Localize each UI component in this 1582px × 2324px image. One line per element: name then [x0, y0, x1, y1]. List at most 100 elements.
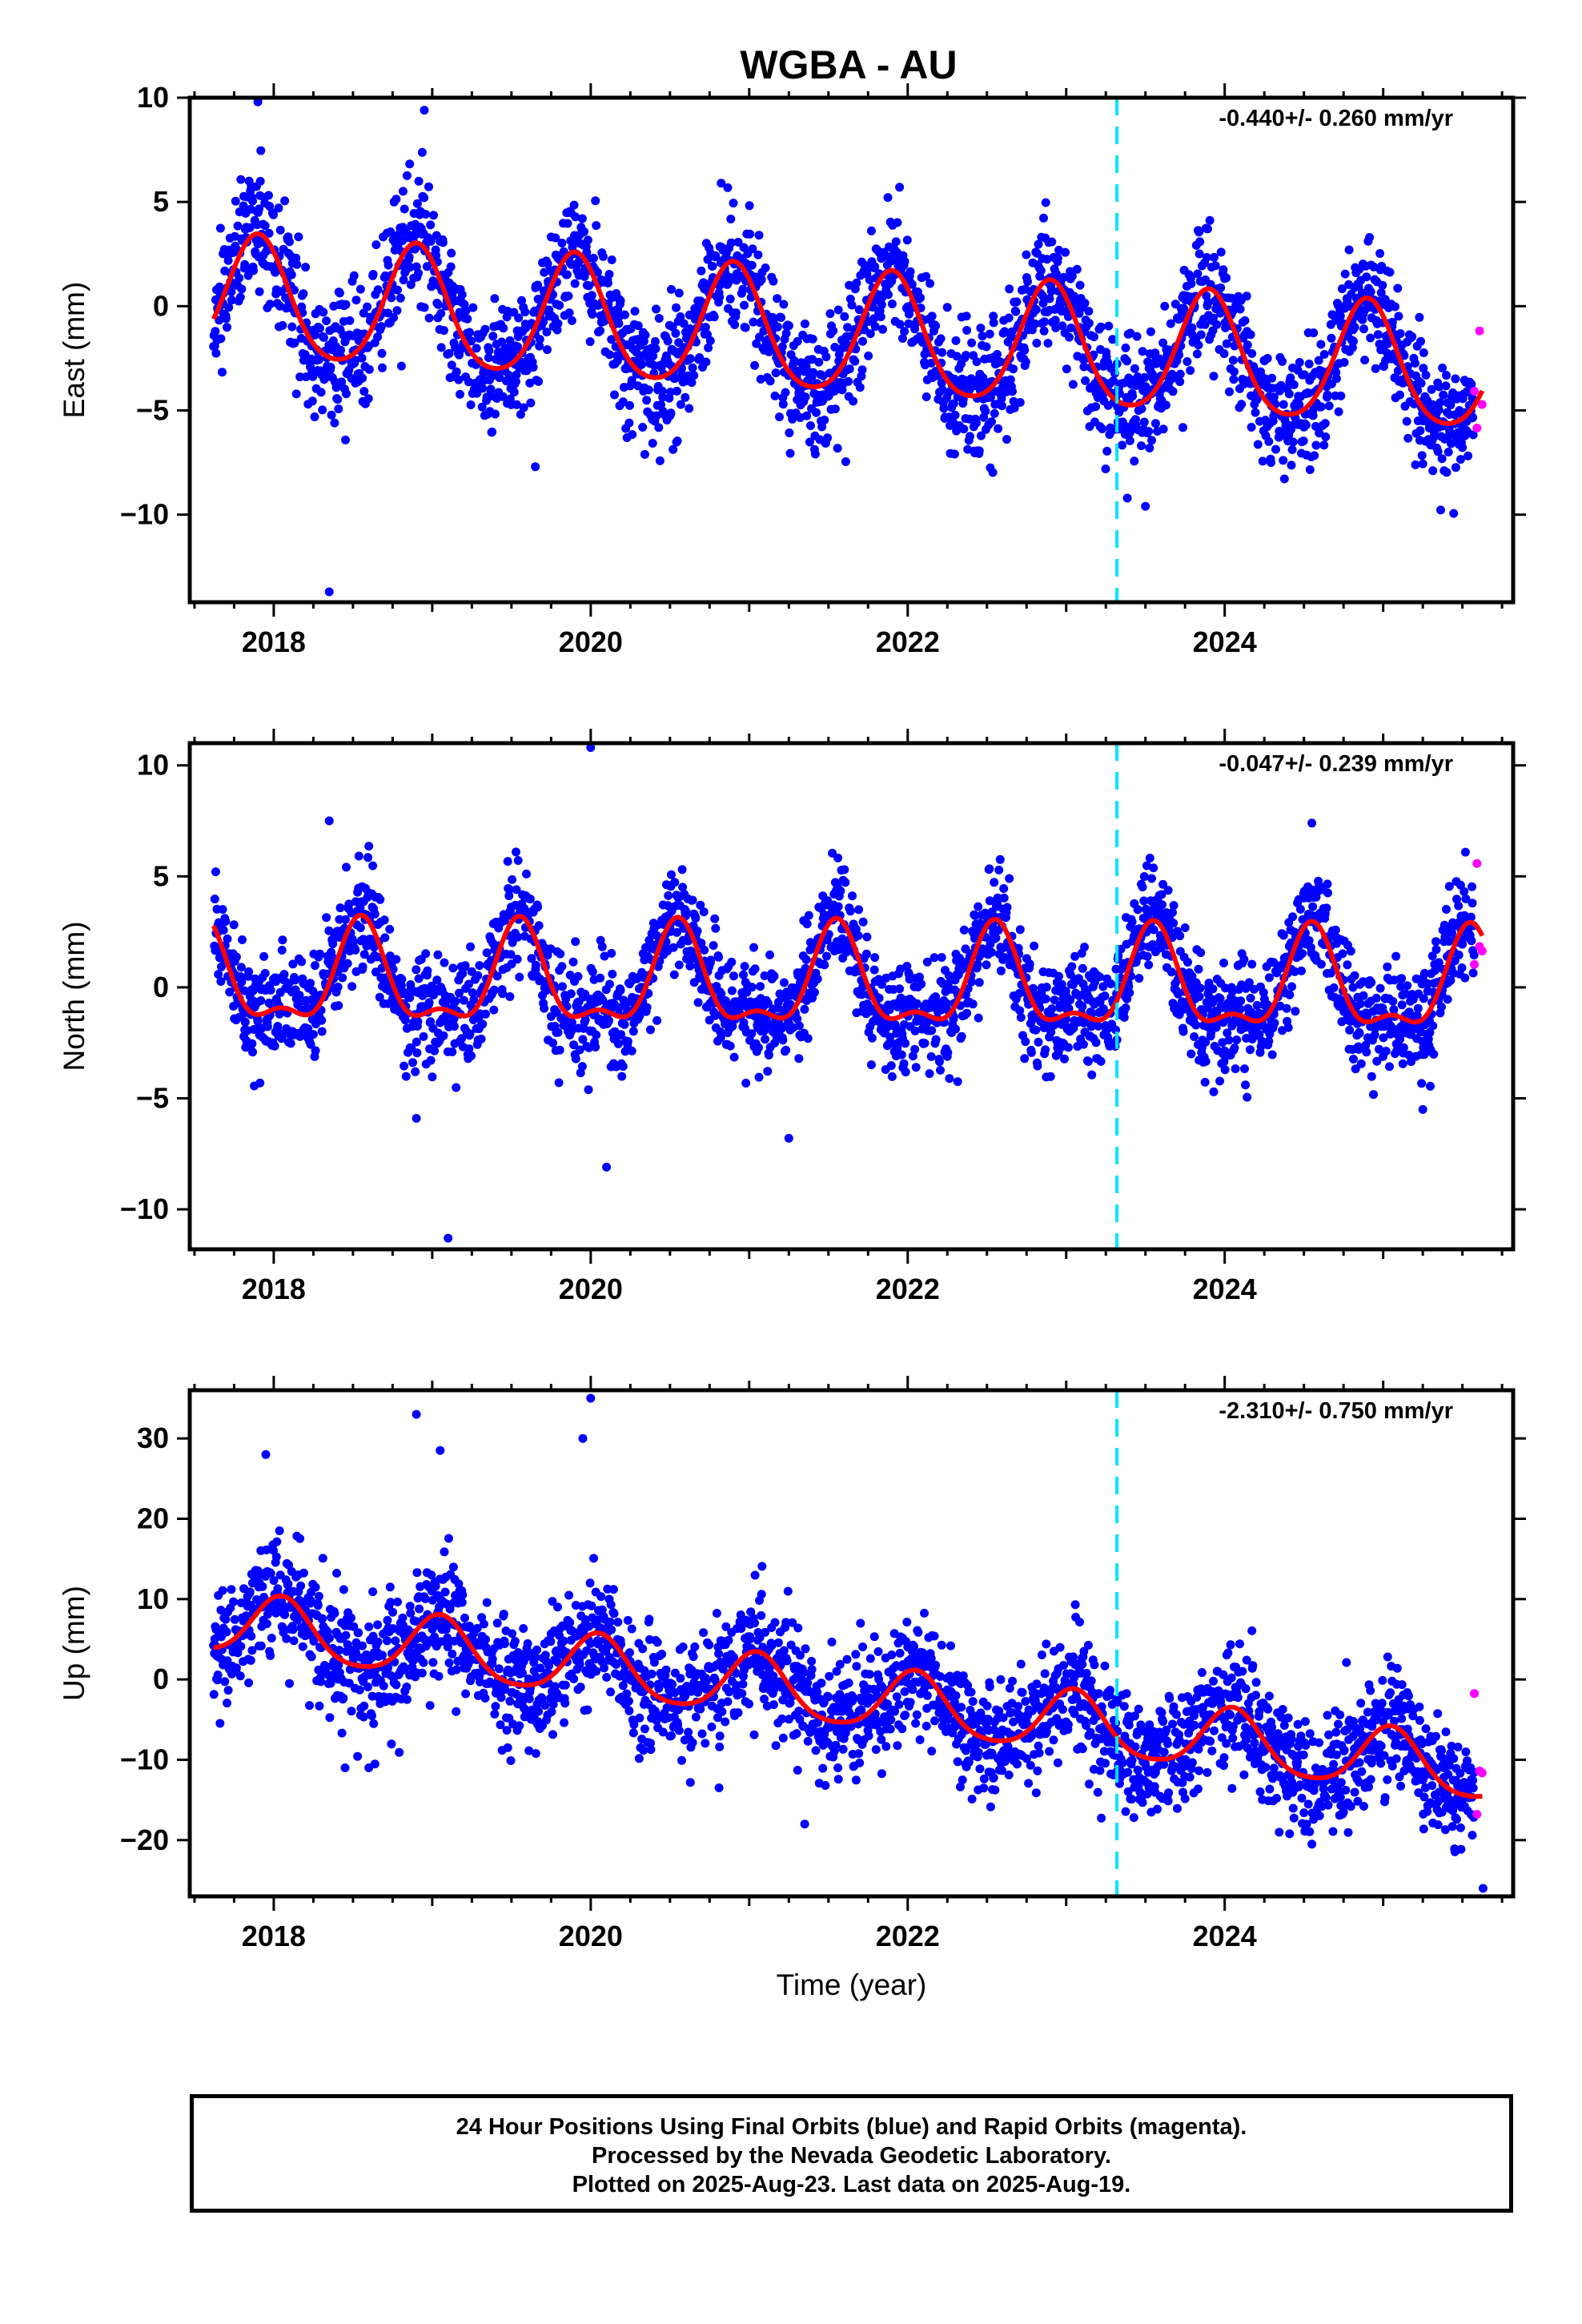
final-point — [1357, 288, 1367, 298]
final-point — [725, 294, 735, 304]
final-point — [745, 201, 754, 211]
final-point — [1340, 269, 1350, 279]
final-point — [548, 1038, 557, 1047]
final-point — [555, 1045, 564, 1055]
final-point — [385, 924, 395, 934]
final-point — [338, 973, 347, 983]
final-point — [225, 987, 235, 997]
final-point — [1106, 979, 1115, 988]
final-point — [802, 411, 812, 420]
final-point — [512, 955, 522, 964]
final-point — [773, 322, 782, 332]
final-point — [866, 226, 876, 235]
final-point — [900, 257, 909, 266]
final-point — [1316, 402, 1326, 412]
final-point — [503, 857, 512, 866]
final-point — [974, 978, 984, 987]
final-point — [745, 229, 755, 239]
final-point — [359, 950, 369, 959]
final-point — [756, 982, 765, 991]
final-point — [266, 985, 275, 995]
final-point — [1241, 1080, 1251, 1090]
final-point — [1402, 416, 1411, 426]
final-point — [727, 986, 737, 995]
final-point — [725, 272, 734, 282]
final-point — [472, 344, 481, 353]
final-point — [540, 1003, 549, 1013]
final-point — [843, 323, 853, 332]
final-point — [447, 248, 456, 258]
final-point — [1243, 340, 1252, 350]
final-point — [1219, 349, 1229, 359]
final-point — [564, 308, 574, 318]
final-point — [1125, 436, 1134, 445]
final-point — [985, 864, 994, 874]
final-point — [1284, 389, 1294, 399]
final-point — [1298, 949, 1307, 959]
final-point — [870, 953, 880, 963]
final-point — [1186, 279, 1196, 288]
final-point — [1442, 371, 1451, 380]
final-point — [512, 847, 520, 857]
final-point — [1047, 1004, 1057, 1014]
final-point — [693, 927, 702, 935]
final-point — [1338, 949, 1347, 959]
final-point — [330, 418, 339, 428]
final-point — [1391, 302, 1399, 312]
final-point — [709, 941, 718, 951]
final-point — [642, 1003, 652, 1012]
final-point — [841, 878, 850, 887]
final-point — [463, 314, 472, 324]
final-point — [447, 360, 456, 370]
final-point — [239, 201, 248, 211]
final-point — [679, 319, 689, 328]
final-point — [729, 1052, 739, 1062]
final-point — [1096, 1056, 1106, 1066]
final-point — [260, 221, 270, 231]
final-point — [498, 989, 508, 999]
final-point — [726, 215, 736, 223]
final-point — [408, 1058, 417, 1068]
final-point — [866, 1060, 876, 1070]
final-point — [1208, 984, 1218, 994]
final-point — [1062, 364, 1071, 374]
final-point — [1237, 400, 1247, 409]
final-point — [457, 290, 467, 300]
final-point — [1230, 367, 1239, 376]
final-point — [921, 271, 931, 281]
final-point — [492, 971, 502, 981]
final-point — [577, 1062, 587, 1072]
final-point — [489, 1005, 499, 1015]
final-point — [1456, 455, 1465, 464]
final-point — [1191, 1020, 1201, 1030]
final-point — [777, 313, 786, 322]
final-point — [215, 282, 224, 292]
final-point — [895, 984, 905, 994]
final-point — [848, 891, 857, 901]
final-point — [373, 285, 383, 295]
final-point — [1169, 919, 1178, 928]
final-point — [1201, 1056, 1211, 1066]
final-point — [1251, 408, 1260, 417]
final-point — [897, 334, 907, 344]
final-point — [223, 934, 232, 943]
final-point — [363, 302, 372, 312]
final-point — [1180, 923, 1190, 932]
final-point — [1133, 905, 1142, 915]
final-point — [237, 284, 247, 294]
final-point — [965, 432, 974, 441]
final-point — [569, 1040, 579, 1050]
final-point — [210, 895, 219, 904]
final-point — [1247, 349, 1257, 358]
final-point — [526, 398, 536, 408]
final-point — [291, 389, 301, 399]
final-point — [1419, 364, 1428, 373]
final-point — [616, 986, 625, 995]
y-tick-label: −5 — [136, 393, 169, 426]
rapid-orbit-points-east — [1470, 326, 1487, 432]
final-point — [959, 925, 969, 935]
final-point — [567, 259, 576, 269]
final-point — [674, 960, 684, 970]
final-point — [1267, 458, 1275, 468]
